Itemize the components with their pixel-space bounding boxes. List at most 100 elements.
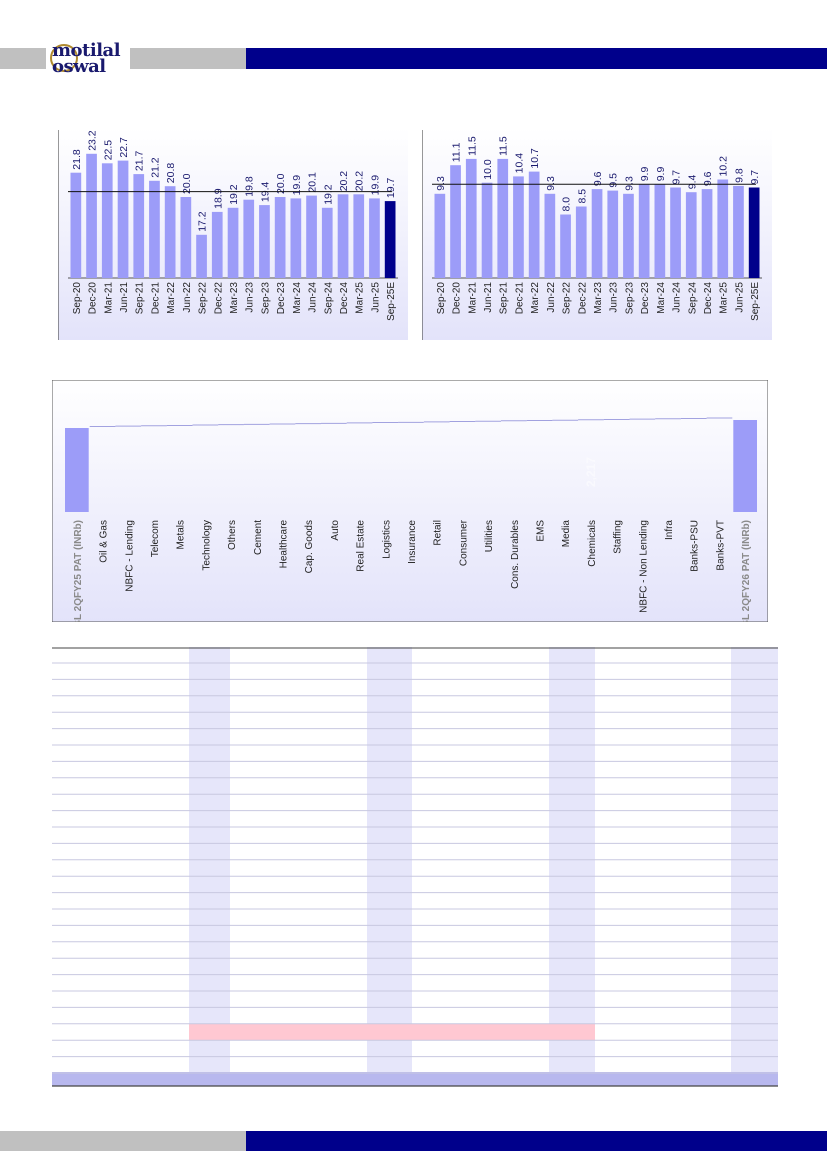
right-chart-bar: [670, 187, 681, 278]
left-chart-tick-label: Sep-24: [323, 282, 334, 315]
waterfall-step-bar: [552, 419, 579, 421]
waterfall-tick-label: Media: [561, 520, 572, 548]
right-chart-data-label: 11.5: [466, 136, 478, 156]
right-chart-data-label: 9.6: [592, 171, 604, 186]
left-chart-data-label: 21.8: [71, 149, 83, 170]
right-chart-tick-label: Jun-23: [609, 282, 620, 313]
right-chart-tick-label: Sep-25E: [750, 282, 761, 321]
right-chart-bar: [528, 171, 540, 278]
waterfall-total-bar: [733, 420, 757, 512]
left-chart-tick-label: Mar-22: [166, 282, 177, 314]
waterfall-tick-label: Healthcare: [279, 520, 290, 569]
right-chart-tick-label: Sep-20: [436, 282, 447, 315]
waterfall-step-bar: [680, 418, 707, 419]
left-chart-tick-label: Mar-24: [292, 282, 303, 314]
right-chart-bar: [465, 158, 477, 278]
waterfall-step-bar: [706, 417, 733, 419]
left-chart-tick-label: Mar-25: [355, 282, 366, 314]
left-chart-bar: [259, 205, 270, 278]
waterfall-tick-label: Chemicals: [587, 520, 598, 567]
left-chart-data-label: 19.9: [369, 175, 381, 196]
right-chart-tick-label: Jun-21: [483, 282, 494, 313]
left-chart-data-label: 20.0: [275, 173, 287, 194]
left-chart-data-label: 18.9: [212, 188, 224, 209]
table-column-band: [731, 647, 778, 1074]
right-chart-bar: [513, 176, 524, 278]
left-chart-data-label: 21.2: [149, 157, 161, 178]
table-column-band: [189, 647, 230, 1074]
waterfall-step-bar: [321, 422, 347, 424]
left-chart-data-label: 19.2: [228, 184, 240, 205]
waterfall-tick-label: Auto: [330, 520, 341, 541]
left-chart-bar: [384, 201, 396, 278]
chart-left: 21.8 Sep-20 23.2 Dec-20 22.5 Mar-21 22.7 Jun-21…: [58, 128, 408, 340]
left-chart-bar: [306, 195, 317, 278]
left-chart-bar: [86, 153, 97, 278]
right-chart-data-label: 8.5: [576, 189, 588, 204]
waterfall-tick-label: MOFSL 2QFY26 PAT (INRb): [741, 520, 752, 622]
left-chart-data-label: 21.7: [134, 151, 146, 172]
right-chart-tick-label: Dec-23: [640, 282, 651, 315]
right-chart-data-label: 9.3: [435, 176, 447, 191]
logo-ring-icon: [50, 44, 78, 72]
left-chart-bar: [369, 198, 380, 278]
waterfall-step-bar: [423, 421, 450, 423]
waterfall-tick-label: Technology: [201, 520, 212, 571]
left-chart-data-label: 22.7: [118, 137, 130, 158]
waterfall-tick-label: NBFC - Non Lending: [638, 520, 649, 613]
left-chart-tick-label: Mar-21: [103, 282, 114, 314]
right-chart-bar: [654, 184, 666, 278]
data-table: [52, 647, 778, 1090]
right-chart-bar: [481, 182, 493, 278]
right-chart-data-label: 9.9: [639, 167, 651, 182]
right-chart-tick-label: Mar-21: [467, 282, 478, 314]
right-chart-tick-label: Dec-24: [703, 282, 714, 315]
waterfall-step-bar: [269, 423, 296, 425]
right-chart-tick-label: Mar-22: [530, 282, 541, 314]
waterfall-tick-label: NBFC - Lending: [124, 520, 135, 592]
left-chart-bar: [101, 163, 113, 279]
right-chart-data-label: 10.7: [529, 148, 541, 169]
right-chart-tick-label: Sep-21: [499, 282, 510, 315]
right-chart-data-label: 10.4: [513, 153, 525, 174]
right-chart-bar: [701, 189, 713, 278]
left-chart-bar: [149, 180, 160, 278]
waterfall-tick-label: Insurance: [407, 520, 418, 564]
right-chart-bar: [638, 184, 650, 278]
waterfall-step-bar: [89, 426, 116, 427]
waterfall-value-label: 2,217: [584, 457, 598, 487]
left-chart-tick-label: Sep-22: [198, 282, 209, 315]
waterfall-step-bar: [115, 425, 142, 427]
left-chart-tick-label: Sep-21: [135, 282, 146, 315]
waterfall-panel: [52, 380, 768, 622]
right-chart-bar: [497, 158, 509, 278]
right-chart-data-label: 9.3: [545, 176, 557, 191]
left-chart-tick-label: Jun-23: [245, 282, 256, 313]
header-navy-band: [246, 48, 827, 69]
left-chart-bar: [353, 194, 365, 278]
right-chart-tick-label: Mar-24: [656, 282, 667, 314]
right-chart-bar: [434, 193, 446, 278]
right-chart-tick-label: Sep-24: [687, 282, 698, 315]
waterfall-step-bar: [372, 422, 399, 423]
left-chart-tick-label: Jun-22: [182, 282, 193, 313]
waterfall-tick-label: Infra: [664, 520, 675, 540]
right-chart-data-label: 11.1: [451, 142, 463, 162]
waterfall-tick-label: Metals: [176, 520, 187, 549]
right-chart-tick-label: Sep-23: [624, 282, 635, 315]
waterfall-tick-label: Real Estate: [356, 520, 367, 572]
left-chart-data-label: 17.2: [197, 211, 209, 232]
left-chart-data-label: 20.0: [181, 173, 193, 194]
left-chart-bar: [227, 207, 239, 278]
waterfall-step-bar: [398, 421, 424, 423]
right-chart-tick-label: Dec-22: [577, 282, 588, 315]
left-chart-data-label: 20.1: [307, 172, 319, 193]
waterfall-tick-label: Others: [227, 520, 238, 550]
left-chart-tick-label: Mar-23: [229, 282, 240, 314]
left-chart-bar: [133, 174, 145, 278]
right-chart-data-label: 9.5: [608, 173, 620, 188]
waterfall-step-bar: [243, 423, 270, 425]
waterfall-tick-label: Cement: [253, 520, 264, 555]
left-chart-tick-label: Jun-24: [308, 282, 319, 313]
right-chart-data-label: 9.9: [655, 167, 667, 182]
